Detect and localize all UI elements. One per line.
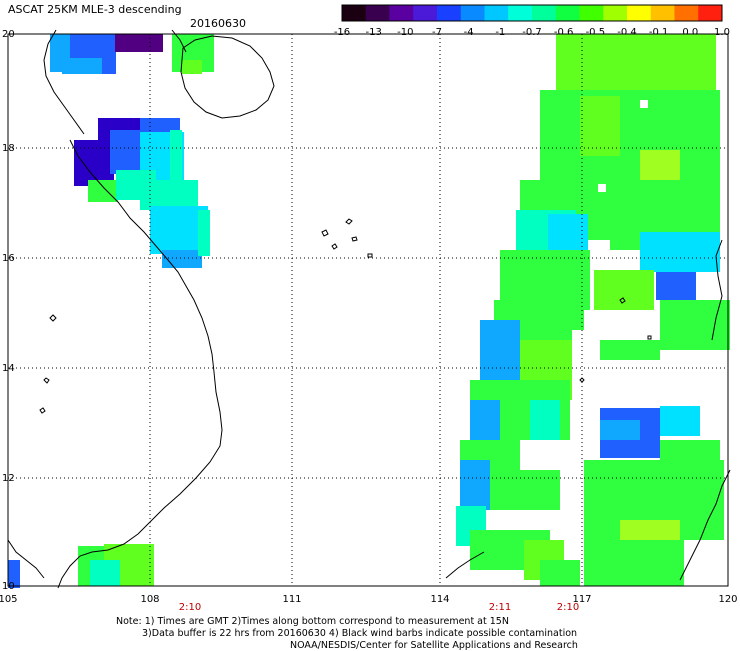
wind-cell bbox=[548, 214, 588, 254]
wind-cell bbox=[656, 272, 696, 300]
colorbar-tick-label: -10 bbox=[397, 27, 413, 38]
map-axes: 105 108 111 114 117 120 20 18 16 14 12 10 2:10 2:11 2:… bbox=[0, 29, 738, 613]
paracel-islands bbox=[321, 218, 373, 258]
colorbar-tick-label: -4 bbox=[464, 27, 474, 38]
colorbar-segment bbox=[627, 5, 652, 21]
wind-cell bbox=[580, 96, 620, 156]
vietnam-coastline bbox=[57, 139, 223, 589]
cambodia-islands bbox=[39, 314, 57, 414]
wind-cell bbox=[540, 90, 720, 180]
wind-cell bbox=[584, 540, 684, 586]
note-line-1: Note: 1) Times are GMT 2)Times along bot… bbox=[116, 616, 509, 627]
pass-time-label: 2:10 bbox=[179, 602, 201, 613]
colorbar-segment bbox=[484, 5, 509, 21]
colorbar-segment bbox=[437, 5, 462, 21]
wind-cell bbox=[640, 232, 720, 272]
colorbar-segment bbox=[460, 5, 485, 21]
colorbar-tick-label: -16 bbox=[334, 27, 350, 38]
philippines-coastline bbox=[679, 239, 731, 581]
colorbar-segment bbox=[579, 5, 604, 21]
hainan-coastline bbox=[180, 35, 275, 119]
wind-cell bbox=[660, 300, 730, 350]
wind-cell bbox=[88, 180, 118, 202]
colorbar-tick-label: -0.7 bbox=[522, 27, 542, 38]
note-line-2: 3)Data buffer is 22 hrs from 20160630 4)… bbox=[142, 628, 578, 639]
cambodia-coastline bbox=[7, 539, 45, 579]
spratly-islands bbox=[579, 297, 652, 383]
map-title: ASCAT 25KM MLE-3 descending bbox=[8, 3, 182, 16]
wind-cell bbox=[540, 560, 580, 586]
wind-cell bbox=[182, 60, 202, 74]
lat-lon-grid bbox=[7, 33, 729, 587]
wind-cell bbox=[530, 400, 560, 440]
wind-cell bbox=[480, 320, 520, 380]
colorbar-segment bbox=[389, 5, 414, 21]
china-coastline bbox=[43, 29, 85, 135]
borneo-coastline bbox=[445, 551, 485, 579]
wind-cell bbox=[170, 130, 182, 180]
pass-time-label: 2:10 bbox=[557, 602, 579, 613]
wind-cell bbox=[115, 34, 163, 52]
colorbar-tick-label: -0.6 bbox=[554, 27, 574, 38]
wind-cell bbox=[600, 420, 640, 440]
leizhou-coastline bbox=[171, 29, 187, 53]
longitude-label: 117 bbox=[572, 594, 591, 605]
latitude-label: 16 bbox=[2, 253, 15, 264]
latitude-label: 10 bbox=[2, 581, 15, 592]
wind-cell bbox=[198, 210, 210, 256]
wind-cell bbox=[140, 118, 180, 132]
colorbar-segment bbox=[674, 5, 699, 21]
latitude-label: 18 bbox=[2, 143, 15, 154]
note-line-3: NOAA/NESDIS/Center for Satellite Applica… bbox=[290, 640, 578, 651]
colorbar-tick-label: 1.0 bbox=[714, 27, 730, 38]
longitude-label: 108 bbox=[140, 594, 159, 605]
longitude-label: 105 bbox=[0, 594, 18, 605]
pass-time-label: 2:11 bbox=[489, 602, 511, 613]
wind-cell bbox=[600, 340, 660, 360]
wind-cell bbox=[90, 560, 120, 586]
colorbar-tick-label: -1 bbox=[495, 27, 505, 38]
colorbar: -16 -13 -10 -7 -4 -1 -0.7 -0.6 -0.5 -0.4 -0.1 0.0 1.… bbox=[334, 4, 730, 38]
colorbar-segment bbox=[508, 5, 533, 21]
wind-cell bbox=[140, 180, 198, 210]
wind-cell bbox=[470, 400, 500, 440]
colorbar-segment bbox=[698, 5, 723, 21]
longitude-label: 114 bbox=[430, 594, 449, 605]
latitude-label: 20 bbox=[2, 29, 15, 40]
latitude-label: 14 bbox=[2, 363, 15, 374]
wind-cell bbox=[62, 58, 102, 74]
colorbar-segment bbox=[413, 5, 438, 21]
colorbar-segment bbox=[365, 5, 390, 21]
colorbar-tick-label: -7 bbox=[432, 27, 442, 38]
wind-cell bbox=[74, 140, 114, 186]
map-date: 20160630 bbox=[190, 17, 246, 30]
colorbar-segment bbox=[342, 5, 367, 21]
colorbar-segment bbox=[650, 5, 675, 21]
longitude-label: 120 bbox=[718, 594, 737, 605]
colorbar-tick-label: -0.4 bbox=[617, 27, 637, 38]
wind-cell bbox=[162, 250, 202, 268]
wind-cell bbox=[460, 460, 490, 510]
colorbar-segment bbox=[532, 5, 557, 21]
coastline bbox=[7, 29, 731, 589]
colorbar-tick-label: -13 bbox=[365, 27, 381, 38]
colorbar-tick-label: -0.1 bbox=[649, 27, 669, 38]
colorbar-segment bbox=[555, 5, 580, 21]
wind-cell bbox=[8, 560, 20, 588]
colorbar-tick-label: -0.5 bbox=[586, 27, 606, 38]
colorbar-segment bbox=[603, 5, 628, 21]
wind-cell bbox=[660, 406, 700, 436]
longitude-label: 111 bbox=[282, 594, 301, 605]
wind-cell bbox=[556, 34, 716, 94]
colorbar-tick-label: 0.0 bbox=[682, 27, 698, 38]
wind-cell bbox=[594, 270, 654, 310]
wind-swaths bbox=[8, 34, 730, 588]
latitude-label: 12 bbox=[2, 473, 15, 484]
